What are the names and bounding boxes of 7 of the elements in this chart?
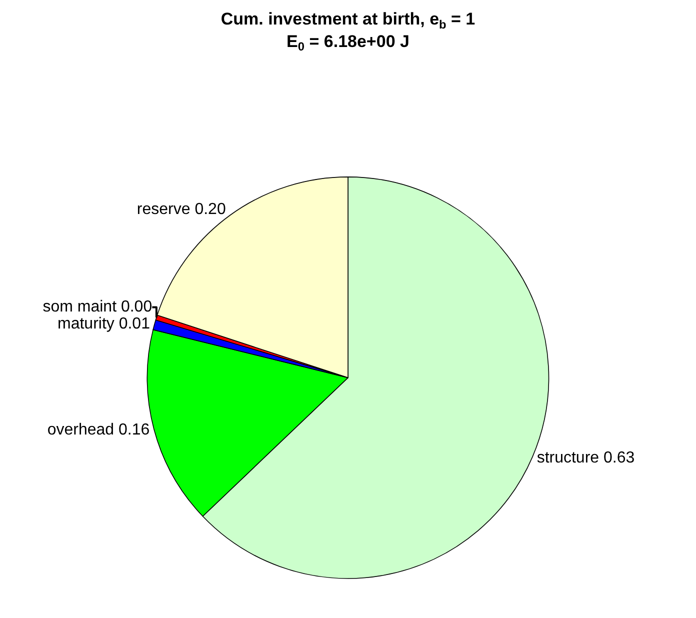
slice-label: overhead 0.16 xyxy=(47,421,150,438)
slice-label: structure 0.63 xyxy=(536,450,635,466)
slice-label: maturity 0.01 xyxy=(57,316,150,333)
chart-title: Cum. investment at birth, e$_{b}$ = 1 xyxy=(220,10,476,32)
slice-label: reserve 0.20 xyxy=(136,201,226,218)
slice-label: som maint 0.00 xyxy=(42,298,152,316)
chart-subtitle: E$_{0}$ = 6.18e+00 J xyxy=(286,32,410,54)
